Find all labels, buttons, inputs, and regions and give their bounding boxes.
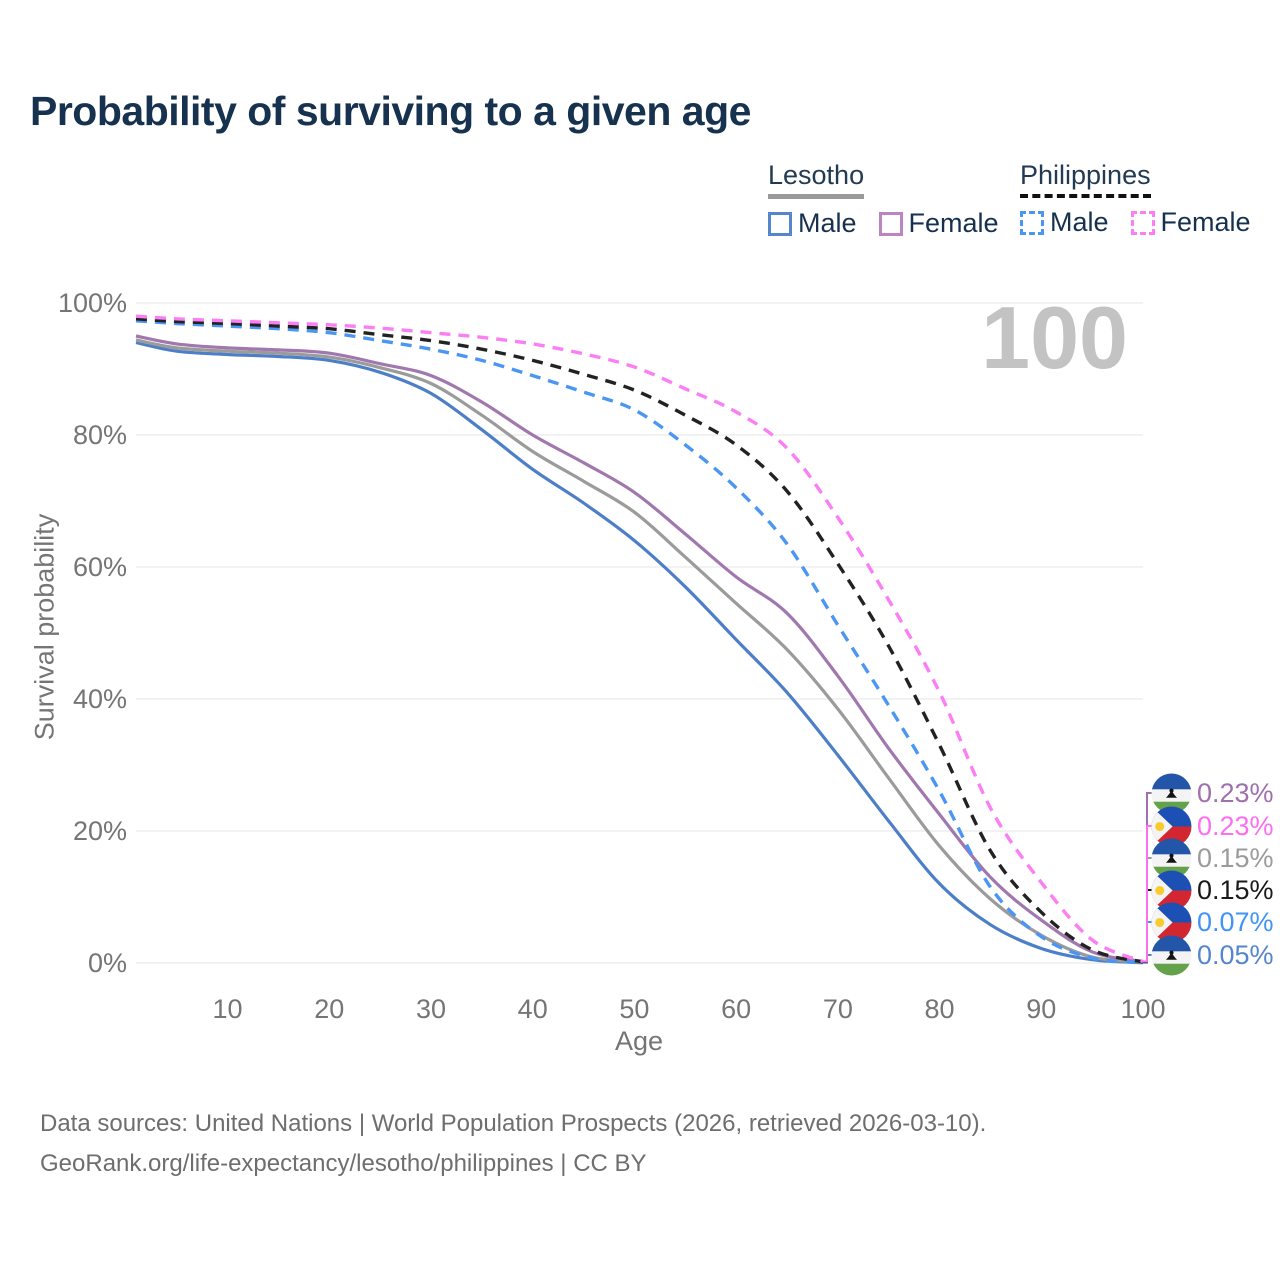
x-tick-label: 10 — [213, 994, 243, 1024]
end-label-value: 0.15% — [1197, 874, 1274, 905]
y-tick-label: 40% — [73, 684, 127, 714]
x-tick-label: 30 — [416, 994, 446, 1024]
series-line-philippines-male — [135, 319, 1144, 965]
legend-group-lesotho: Lesotho Male Female — [768, 160, 999, 239]
x-tick-label: 100 — [1120, 994, 1165, 1024]
x-tick-label: 60 — [721, 994, 751, 1024]
philippines-flag-icon — [1151, 902, 1192, 942]
x-axis-title: Age — [614, 1026, 664, 1056]
lesotho-flag-icon — [1151, 935, 1192, 976]
y-axis-title: Survival probability — [29, 513, 60, 741]
legend-checkbox-icon[interactable] — [1130, 210, 1155, 235]
x-tick-label: 50 — [619, 994, 649, 1024]
age-counter-watermark: 100 — [981, 288, 1128, 387]
y-tick-label: 60% — [73, 552, 127, 582]
series-line-philippines-female — [135, 314, 1144, 964]
legend-checkbox-icon[interactable] — [768, 211, 792, 236]
legend-group-philippines: Philippines Male Female — [1020, 160, 1251, 238]
legend-item-label: Male — [798, 208, 857, 238]
series-line-philippines — [135, 317, 1144, 964]
page-title: Probability of surviving to a given age — [30, 88, 751, 134]
legend-checkbox-icon[interactable] — [1020, 210, 1044, 235]
y-tick-label: 100% — [58, 288, 127, 318]
end-label-value: 0.23% — [1197, 810, 1274, 841]
end-label-lesotho-male: 0.05% — [1151, 934, 1274, 976]
y-tick-label: 80% — [73, 420, 127, 450]
series-line-lesotho — [135, 338, 1144, 964]
end-label-value: 0.05% — [1197, 939, 1274, 970]
legend-checkbox-icon[interactable] — [878, 211, 903, 236]
legend-group-title: Philippines — [1020, 160, 1151, 190]
legend-item-philippines-male[interactable]: Male — [1020, 207, 1109, 238]
attribution-link: GeoRank.org/life-expectancy/lesotho/phil… — [40, 1150, 647, 1177]
legend-item-label: Female — [908, 208, 999, 238]
legend-item-label: Female — [1160, 207, 1251, 237]
y-tick-label: 20% — [73, 816, 127, 846]
series-line-lesotho-male — [135, 341, 1144, 965]
legend-line-style-sample — [1020, 194, 1151, 198]
legend-item-lesotho-male[interactable]: Male — [768, 208, 857, 239]
end-label-value: 0.15% — [1197, 842, 1274, 873]
lesotho-flag-icon — [1151, 935, 1192, 975]
x-tick-label: 40 — [518, 994, 548, 1024]
end-label-connector — [1143, 825, 1154, 963]
philippines-flag-icon — [1151, 902, 1192, 943]
end-label-value: 0.07% — [1197, 906, 1274, 937]
data-sources-note: Data sources: United Nations | World Pop… — [40, 1110, 987, 1137]
x-tick-label: 20 — [314, 994, 344, 1024]
legend-line-style-sample — [768, 194, 865, 199]
x-tick-label: 80 — [925, 994, 955, 1024]
y-tick-label: 0% — [88, 948, 127, 978]
x-tick-label: 70 — [823, 994, 853, 1024]
end-label-philippines-male: 0.07% — [1151, 901, 1274, 943]
legend-item-label: Male — [1050, 207, 1109, 237]
series-line-lesotho-female — [135, 334, 1144, 964]
legend-group-title: Lesotho — [768, 160, 865, 190]
x-tick-label: 90 — [1026, 994, 1056, 1024]
legend-item-lesotho-female[interactable]: Female — [878, 208, 999, 239]
end-label-value: 0.23% — [1197, 777, 1274, 808]
legend-item-philippines-female[interactable]: Female — [1130, 207, 1251, 238]
